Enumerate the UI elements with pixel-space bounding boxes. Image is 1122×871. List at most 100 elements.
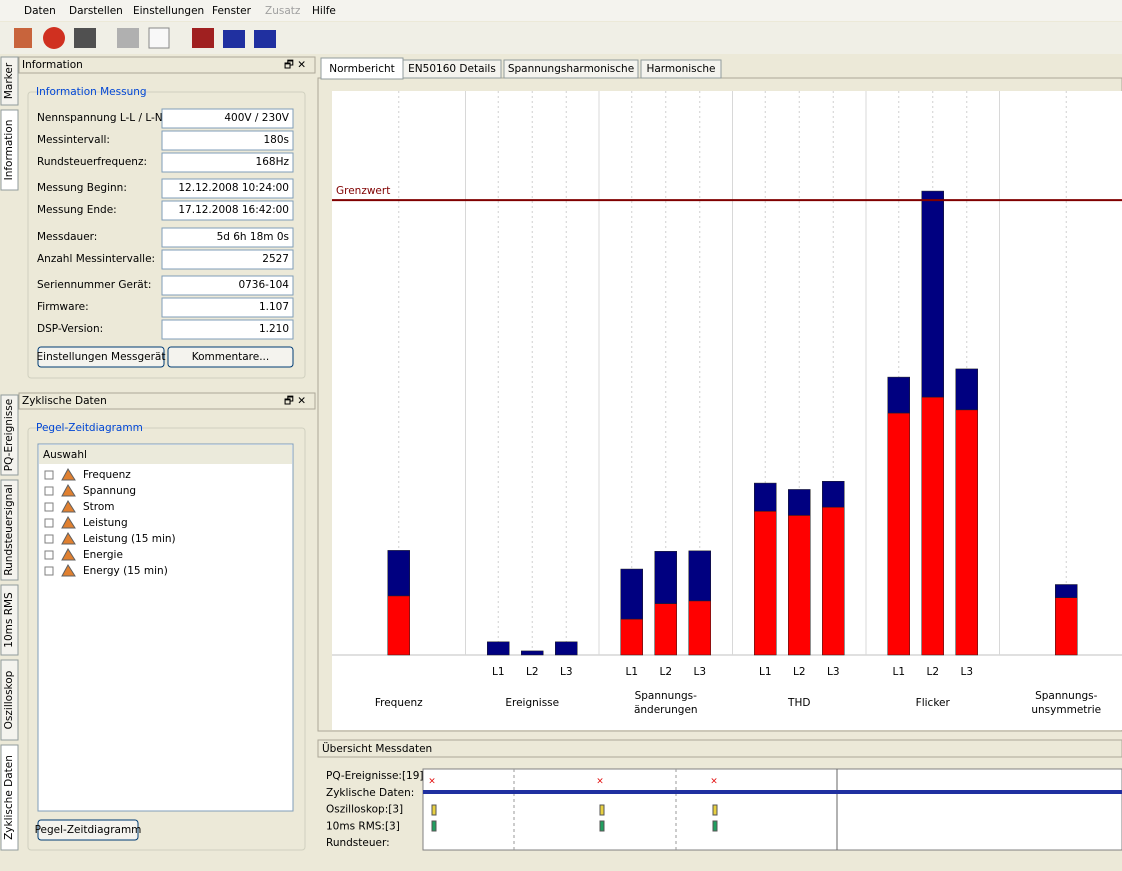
side-tab-label[interactable]: PQ-Ereignisse xyxy=(3,399,15,471)
tree-expander[interactable] xyxy=(44,486,54,496)
bar-segment xyxy=(688,600,711,656)
menu-item[interactable]: Einstellungen xyxy=(133,5,204,17)
tab[interactable] xyxy=(402,59,502,79)
menu-item[interactable]: Zusatz xyxy=(265,5,301,17)
menu-item[interactable]: Fenster xyxy=(212,5,252,17)
field-label: Rundsteuerfrequenz: xyxy=(37,156,147,168)
side-tab[interactable] xyxy=(0,394,19,476)
group-label: THD xyxy=(787,697,810,709)
side-tab[interactable] xyxy=(0,109,19,191)
tree-item[interactable]: Spannung xyxy=(83,485,136,497)
field-box xyxy=(161,130,294,151)
rms-marker[interactable] xyxy=(599,820,605,832)
plot-area xyxy=(332,91,1122,730)
side-tab-label[interactable]: Information xyxy=(3,120,15,181)
side-tab-label[interactable]: 10ms RMS xyxy=(3,592,15,648)
tool-icon[interactable] xyxy=(74,28,96,48)
bar-segment xyxy=(487,641,510,656)
field-label: DSP-Version: xyxy=(37,323,103,335)
tree-icon xyxy=(61,564,76,577)
osc-marker[interactable] xyxy=(712,804,718,816)
bar-segment xyxy=(754,482,777,512)
tree-item[interactable]: Frequenz xyxy=(83,469,131,481)
bar-segment xyxy=(521,650,544,656)
side-tab[interactable] xyxy=(0,479,19,581)
side-tab-label[interactable]: Marker xyxy=(3,62,15,99)
category-label: L1 xyxy=(625,666,638,678)
tool-icon[interactable] xyxy=(192,28,214,48)
bar-segment xyxy=(921,396,944,656)
group-label: änderungen xyxy=(634,704,698,716)
menu-item[interactable]: Daten xyxy=(24,5,56,17)
tool-icon[interactable] xyxy=(117,28,139,48)
field-label: Nennspannung L-L / L-N: xyxy=(37,112,166,124)
button-text[interactable]: Pegel-Zeitdiagramm xyxy=(35,824,142,836)
tab-label[interactable]: Spannungsharmonische xyxy=(508,63,634,75)
osc-marker[interactable] xyxy=(599,804,605,816)
panel-header xyxy=(317,739,1122,758)
tree-item[interactable]: Energie xyxy=(83,549,123,561)
tree-icon xyxy=(61,484,76,497)
tree-item[interactable]: Leistung (15 min) xyxy=(83,533,176,545)
event-marker[interactable]: × xyxy=(710,777,718,787)
menu-bar xyxy=(0,0,1122,21)
tree-expander[interactable] xyxy=(44,470,54,480)
button[interactable] xyxy=(167,346,294,368)
tree-item[interactable]: Energy (15 min) xyxy=(83,565,168,577)
rms-marker[interactable] xyxy=(431,820,437,832)
event-marker[interactable]: × xyxy=(596,777,604,787)
side-tab-label[interactable]: Oszilloskop xyxy=(3,670,15,729)
group-title: Information Messung xyxy=(36,86,147,98)
tool-icon[interactable] xyxy=(14,28,32,48)
tree-item[interactable]: Strom xyxy=(83,501,115,513)
side-tab-label[interactable]: Zyklische Daten xyxy=(3,755,15,840)
rms-marker[interactable] xyxy=(712,820,718,832)
side-tab[interactable] xyxy=(0,744,19,851)
group-label: Frequenz xyxy=(375,697,423,709)
group-label: Spannungs- xyxy=(1035,690,1098,702)
tab-label[interactable]: Normbericht xyxy=(329,63,395,75)
side-tab[interactable] xyxy=(0,56,19,106)
tab-label[interactable]: EN50160 Details xyxy=(408,63,496,75)
panel-close[interactable]: 🗗 ✕ xyxy=(284,59,306,71)
button[interactable] xyxy=(37,819,139,841)
toolbar xyxy=(0,22,1122,54)
osc-marker[interactable] xyxy=(431,804,437,816)
side-tab[interactable] xyxy=(0,659,19,741)
button-text[interactable]: Einstellungen Messgerät xyxy=(37,351,166,363)
timeline xyxy=(422,768,1122,851)
category-label: L2 xyxy=(526,666,539,678)
field-label: Messdauer: xyxy=(37,231,97,243)
row-label: Rundsteuer: xyxy=(326,837,390,849)
tree-expander[interactable] xyxy=(44,534,54,544)
menu-item[interactable]: Darstellen xyxy=(69,5,123,17)
tool-icon[interactable] xyxy=(148,27,170,49)
side-tab-label[interactable]: Rundsteuersignal xyxy=(3,484,15,575)
group-title: Pegel-Zeitdiagramm xyxy=(36,422,143,434)
list-box xyxy=(37,443,294,812)
side-tab[interactable] xyxy=(0,584,19,656)
group-label: Flicker xyxy=(916,697,951,709)
tree-icon xyxy=(61,548,76,561)
tab[interactable] xyxy=(640,59,722,79)
tree-expander[interactable] xyxy=(44,502,54,512)
tab[interactable] xyxy=(503,59,639,79)
button-text[interactable]: Kommentare... xyxy=(192,351,269,363)
tab-label[interactable]: Harmonische xyxy=(646,63,715,75)
bar-segment xyxy=(555,641,578,656)
tree-expander[interactable] xyxy=(44,550,54,560)
tool-icon[interactable] xyxy=(254,30,276,48)
event-marker[interactable]: × xyxy=(428,777,436,787)
tree-expander[interactable] xyxy=(44,518,54,528)
field-box xyxy=(161,319,294,340)
tool-icon[interactable] xyxy=(223,30,245,48)
tool-icon[interactable] xyxy=(43,27,65,49)
tree-expander[interactable] xyxy=(44,566,54,576)
group-label: unsymmetrie xyxy=(1031,704,1101,716)
panel-close[interactable]: 🗗 ✕ xyxy=(284,395,306,407)
tree-item[interactable]: Leistung xyxy=(83,517,128,529)
button[interactable] xyxy=(37,346,165,368)
group-label: Ereignisse xyxy=(505,697,559,709)
menu-item[interactable]: Hilfe xyxy=(312,5,336,17)
field-box xyxy=(161,249,294,270)
